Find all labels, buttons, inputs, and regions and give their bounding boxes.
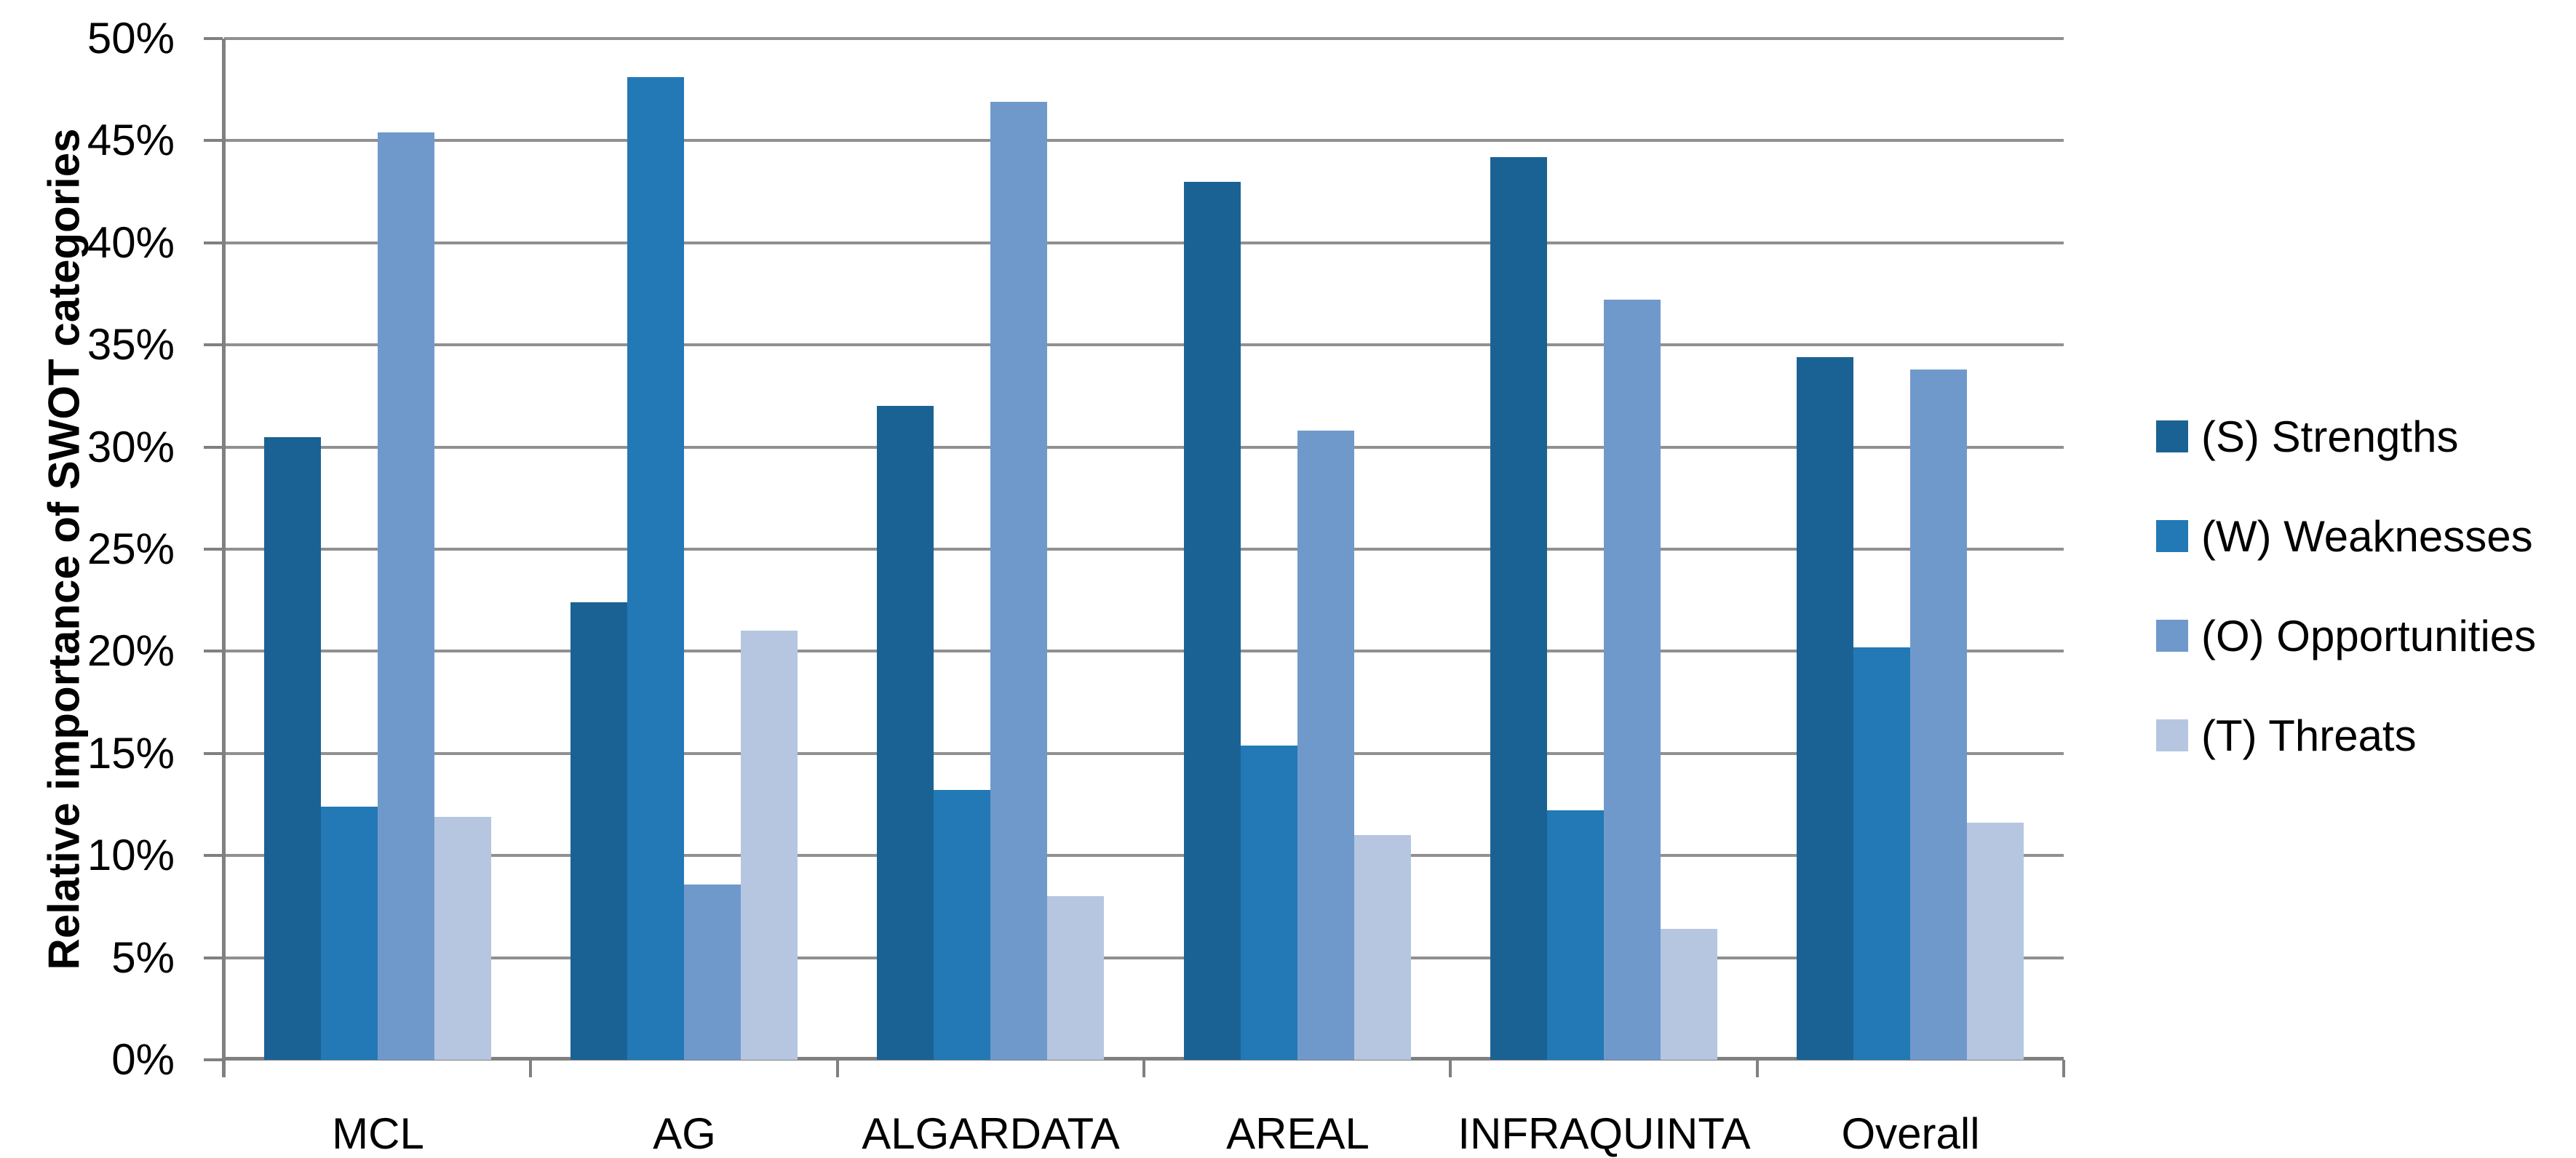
y-tick-label: 35% [87,320,175,369]
y-tick-mark [204,139,223,142]
gridline [224,241,2064,244]
bar-w-weaknesses [627,77,684,1060]
y-tick-mark [204,37,223,40]
bar-s-strengths [264,437,321,1060]
legend: (S) Strengths (W) Weaknesses (O) Opportuni… [2156,411,2536,761]
y-tick-mark [204,752,223,755]
gridline [224,752,2064,755]
bar-o-opportunities [684,885,741,1060]
bar-s-strengths [571,602,627,1060]
gridline [224,343,2064,346]
legend-swatch-w-weaknesses [2156,520,2188,552]
legend-swatch-t-threats [2156,719,2188,751]
bar-w-weaknesses [1853,647,1910,1060]
legend-item: (W) Weaknesses [2156,511,2536,562]
x-category-label: ALGARDATA [862,1109,1120,1158]
plot-area [224,37,2064,1061]
legend-swatch-s-strengths [2156,420,2188,452]
gridline [224,37,2064,40]
legend-item: (O) Opportunities [2156,610,2536,661]
y-tick-mark [204,1058,223,1061]
gridline [224,957,2064,959]
bar-t-threats [1661,929,1717,1060]
gridline [224,139,2064,142]
bar-w-weaknesses [1547,810,1604,1060]
legend-label: (W) Weaknesses [2201,511,2533,561]
bar-t-threats [741,631,798,1060]
y-axis-line [222,39,226,1077]
x-tick-mark [223,1060,226,1077]
y-tick-mark [204,650,223,652]
y-tick-label: 30% [87,423,175,471]
y-tick-label: 5% [111,933,175,982]
bar-t-threats [434,817,491,1060]
y-tick-label: 40% [87,218,175,267]
bar-s-strengths [1490,157,1547,1060]
x-category-label: INFRAQUINTA [1458,1109,1751,1158]
y-tick-label: 20% [87,626,175,675]
y-tick-label: 0% [111,1035,175,1084]
x-tick-mark [1449,1060,1452,1077]
x-category-label: AREAL [1226,1109,1370,1158]
bar-t-threats [1354,835,1411,1060]
legend-swatch-o-opportunities [2156,620,2188,652]
y-tick-mark [204,343,223,346]
y-tick-mark [204,854,223,857]
legend-item: (S) Strengths [2156,411,2536,462]
y-tick-mark [204,548,223,551]
bar-o-opportunities [1910,370,1967,1060]
x-category-label: AG [653,1109,716,1158]
bar-w-weaknesses [321,807,378,1060]
y-tick-mark [204,957,223,959]
x-tick-mark [529,1060,532,1077]
bar-o-opportunities [378,132,434,1060]
bar-o-opportunities [1604,300,1661,1060]
y-tick-label: 15% [87,729,175,778]
x-tick-mark [836,1060,839,1077]
bar-w-weaknesses [1241,746,1297,1060]
y-tick-label: 25% [87,524,175,573]
bar-o-opportunities [1297,431,1354,1060]
bar-t-threats [1047,896,1104,1060]
legend-label: (S) Strengths [2201,412,2459,461]
x-axis-line [224,1057,2064,1061]
y-tick-mark [204,446,223,449]
legend-label: (T) Threats [2201,711,2417,760]
x-category-label: Overall [1841,1109,1980,1158]
y-tick-label: 45% [87,116,175,164]
bar-w-weaknesses [934,790,990,1060]
x-tick-mark [2062,1060,2065,1077]
x-tick-mark [1142,1060,1145,1077]
legend-label: (O) Opportunities [2201,611,2537,660]
bar-s-strengths [877,406,934,1060]
bar-o-opportunities [990,102,1047,1060]
legend-item: (T) Threats [2156,710,2536,761]
gridline [224,446,2064,449]
bar-s-strengths [1184,182,1241,1060]
y-tick-mark [204,241,223,244]
x-tick-mark [1756,1060,1759,1077]
x-category-label: MCL [332,1109,424,1158]
y-tick-label: 50% [87,14,175,63]
gridline [224,854,2064,857]
bar-t-threats [1967,823,2024,1060]
bar-s-strengths [1797,357,1853,1060]
gridline [224,650,2064,652]
gridline [224,548,2064,551]
y-tick-label: 10% [87,831,175,879]
